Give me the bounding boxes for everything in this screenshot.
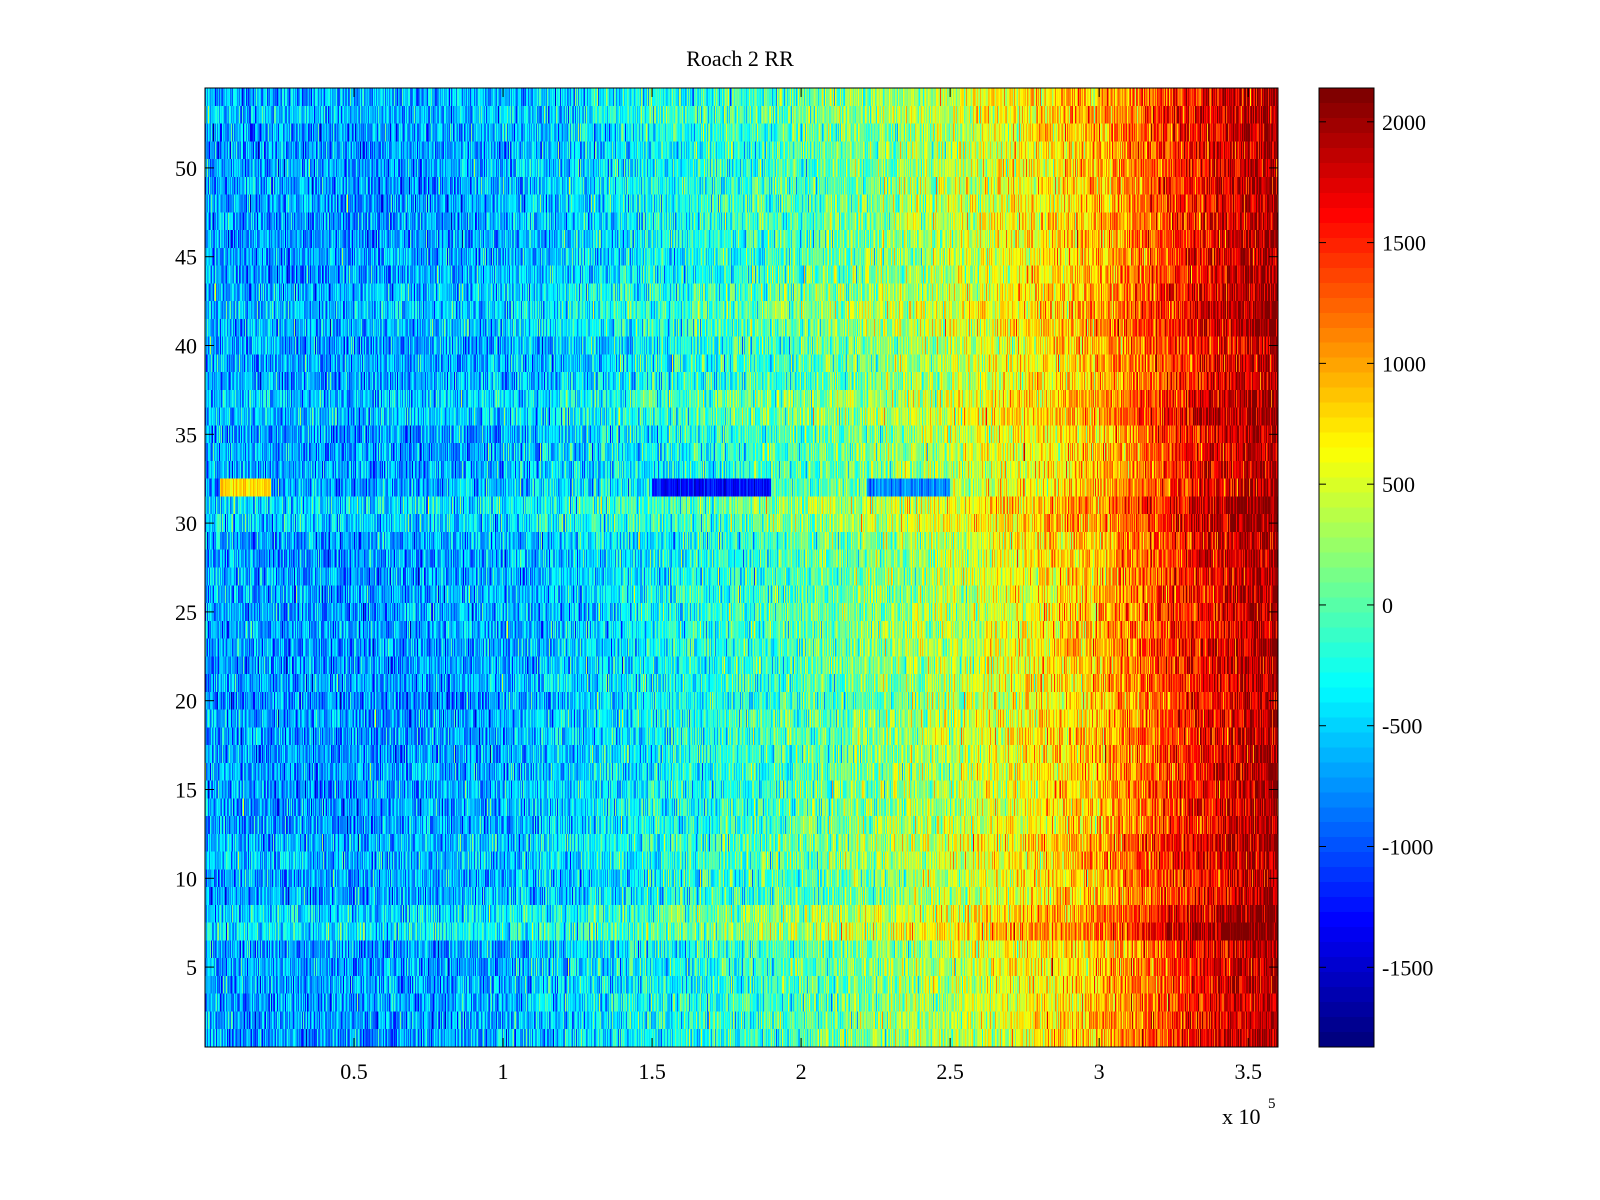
y-tick-label: 25 <box>175 600 197 625</box>
colorbar-tick-label: 1000 <box>1382 351 1426 376</box>
y-tick-label: 20 <box>175 689 197 714</box>
y-tick-label: 10 <box>175 866 197 891</box>
x-tick-label: 1.5 <box>638 1059 666 1084</box>
colorbar-tick-label: 2000 <box>1382 110 1426 135</box>
y-tick-label: 35 <box>175 422 197 447</box>
y-tick-label: 15 <box>175 777 197 802</box>
y-tick-label: 30 <box>175 511 197 536</box>
y-tick-label: 5 <box>186 955 197 980</box>
colorbar-tick-label: -500 <box>1382 714 1422 739</box>
x-multiplier-exponent: 5 <box>1268 1096 1276 1112</box>
colorbar-tick-label: 500 <box>1382 472 1415 497</box>
colorbar-tick-label: 1500 <box>1382 231 1426 256</box>
colorbar-frame <box>1318 87 1375 1048</box>
x-axis: 0.5 1 1.5 2 2.5 3 3.5 <box>340 88 1262 1084</box>
chart-title: Roach 2 RR <box>686 46 794 71</box>
y-tick-label: 50 <box>175 156 197 181</box>
colorbar-tick-label: -1000 <box>1382 835 1433 860</box>
x-tick-label: 1 <box>498 1059 509 1084</box>
x-multiplier: x 10 5 <box>1222 1096 1276 1129</box>
plot-frame <box>204 87 1279 1048</box>
x-tick-label: 3.5 <box>1234 1059 1262 1084</box>
colorbar-tick-label: 0 <box>1382 593 1393 618</box>
colorbar: -1500 -1000 -500 0 500 1000 1500 2000 <box>1318 87 1433 1048</box>
heatmap-image <box>205 88 1278 1047</box>
colorbar-axis: -1500 -1000 -500 0 500 1000 1500 2000 <box>1319 110 1433 980</box>
colorbar-tick-label: -1500 <box>1382 955 1433 980</box>
x-multiplier-label: x 10 <box>1222 1104 1261 1129</box>
y-axis: 5 10 15 20 25 30 35 40 45 50 <box>175 156 1278 980</box>
colorbar-image <box>1319 88 1374 1047</box>
x-tick-label: 3 <box>1094 1059 1105 1084</box>
x-tick-label: 2.5 <box>936 1059 964 1084</box>
x-tick-label: 0.5 <box>340 1059 368 1084</box>
heatmap-plot <box>204 87 1279 1048</box>
x-tick-label: 2 <box>796 1059 807 1084</box>
y-tick-label: 40 <box>175 334 197 359</box>
y-tick-label: 45 <box>175 245 197 270</box>
